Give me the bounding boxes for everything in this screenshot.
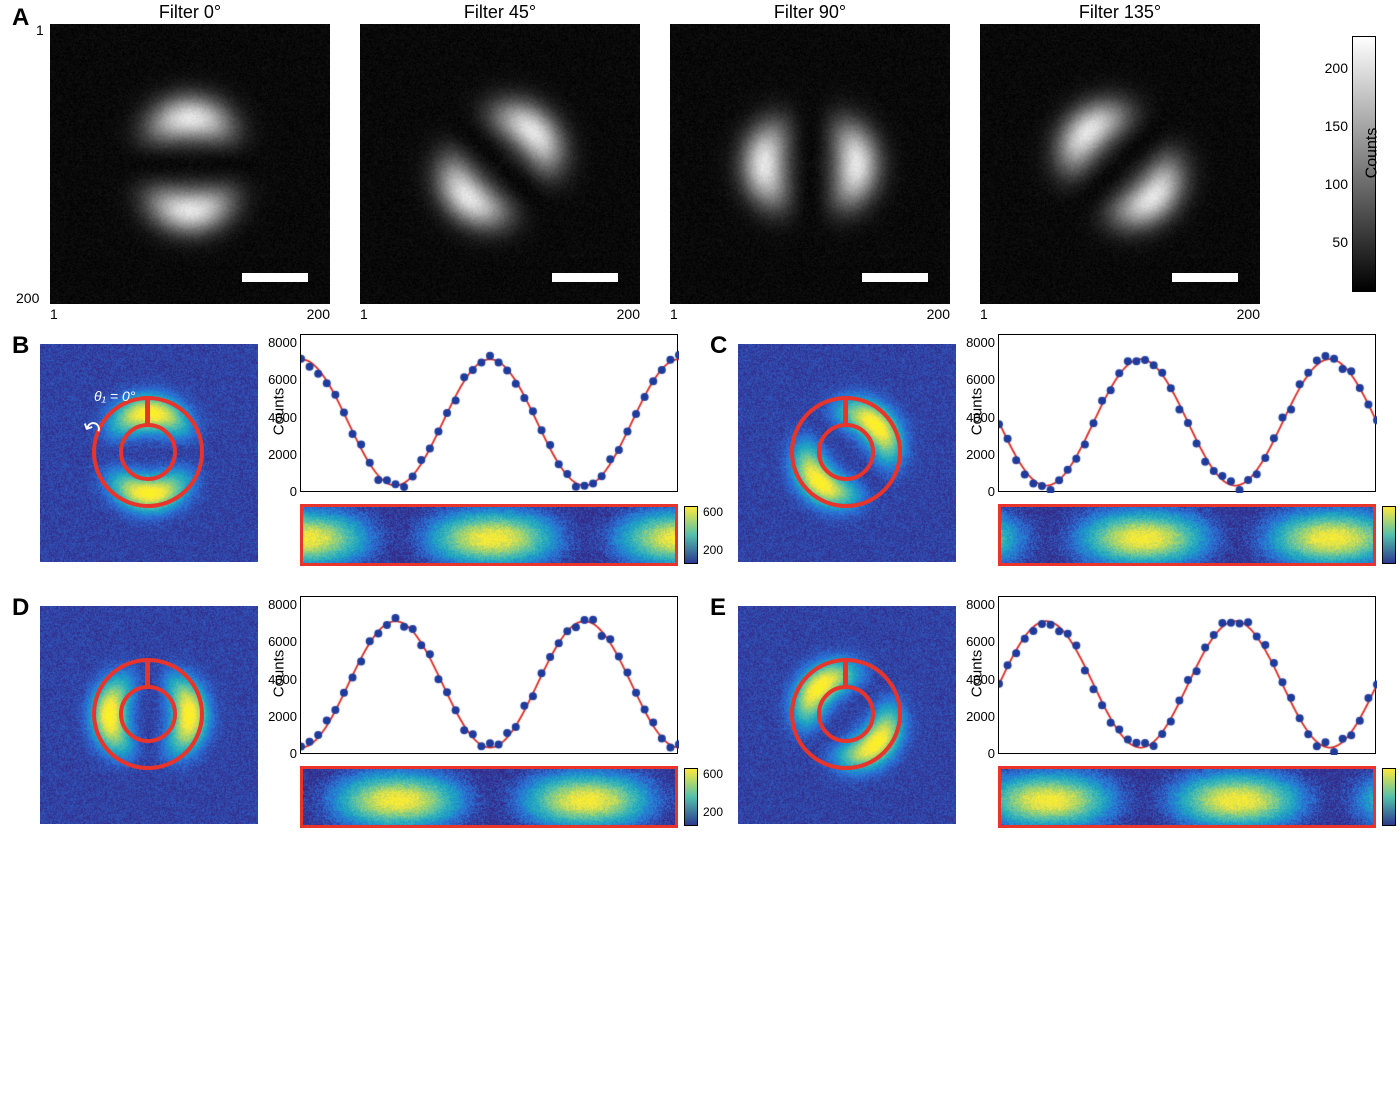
ytick: 0 xyxy=(259,484,297,499)
line-canvas xyxy=(999,335,1377,493)
heatmap-colorbar: 600 200 xyxy=(1382,768,1396,826)
ytick: 6000 xyxy=(957,634,995,649)
counts-vs-angle-plot: Counts 02000400060008000 xyxy=(998,596,1376,754)
ytick: 8000 xyxy=(259,335,297,350)
ring-image xyxy=(670,24,950,304)
panel-A-90deg: Filter 90° 1 200 xyxy=(670,24,950,304)
xtick: 200 xyxy=(617,306,640,322)
ytick: 0 xyxy=(957,484,995,499)
ytick: 4000 xyxy=(259,410,297,425)
ytick: 8000 xyxy=(259,597,297,612)
xtick: 1 xyxy=(670,306,678,322)
ytick: 1 xyxy=(36,22,44,38)
counts-vs-angle-plot: Counts 02000400060008000 xyxy=(300,596,678,754)
unwrapped-heatmap: Radius 34 18 090180270360 Angle θ₁ xyxy=(300,504,678,566)
line-canvas xyxy=(301,597,679,755)
ytick: 2000 xyxy=(957,709,995,724)
panel-B: B θ₁ = 0° ↶ 1 200 200 Counts 02000400060… xyxy=(18,334,698,586)
ring-image xyxy=(980,24,1260,304)
panel-D-label: D xyxy=(12,594,29,622)
ring-image xyxy=(360,24,640,304)
row-DE: D 1 200 200 Counts 02000400060008000 Rad… xyxy=(18,596,1382,848)
heatmap-canvas xyxy=(1001,769,1376,828)
cbar-tick: 150 xyxy=(1325,118,1348,134)
scale-bar xyxy=(1172,273,1238,282)
annulus-image: 1 200 200 xyxy=(738,606,956,824)
heatmap-colorbar: 600 200 xyxy=(684,506,698,564)
heatmap-colorbar: 600 200 xyxy=(1382,506,1396,564)
theta-zero-label: θ₁ = 0° xyxy=(94,388,135,404)
annulus-image: θ₁ = 0° ↶ 1 200 200 xyxy=(40,344,258,562)
line-canvas xyxy=(301,335,679,493)
xtick: 1 xyxy=(980,306,988,322)
ytick: 2000 xyxy=(259,447,297,462)
unwrapped-heatmap: Radius 34 18 090180270360 Angle θ₁ xyxy=(998,504,1376,566)
annulus-image: 1 200 200 xyxy=(738,344,956,562)
ring-image xyxy=(50,24,330,304)
ytick: 6000 xyxy=(259,372,297,387)
counts-vs-angle-plot: Counts 02000400060008000 xyxy=(300,334,678,492)
panel-D: D 1 200 200 Counts 02000400060008000 Rad… xyxy=(18,596,698,848)
xtick: 200 xyxy=(1237,306,1260,322)
ytick: 0 xyxy=(259,746,297,761)
cbar-tick: 200 xyxy=(1325,60,1348,76)
panel-A-label: A xyxy=(12,4,29,32)
ytick: 4000 xyxy=(957,410,995,425)
scale-bar xyxy=(862,273,928,282)
xtick: 1 xyxy=(50,306,58,322)
panel-C-label: C xyxy=(710,332,727,360)
ytick: 2000 xyxy=(259,709,297,724)
annulus-image: 1 200 200 xyxy=(40,606,258,824)
ytick: 6000 xyxy=(259,634,297,649)
ytick: 8000 xyxy=(957,335,995,350)
panel-A-0deg: Filter 0° 1 200 1 200 xyxy=(50,24,330,304)
scale-bar xyxy=(242,273,308,282)
line-canvas xyxy=(999,597,1377,755)
row-BC: B θ₁ = 0° ↶ 1 200 200 Counts 02000400060… xyxy=(18,334,1382,586)
panel-A-title-90: Filter 90° xyxy=(670,2,950,23)
cbar-tick: 100 xyxy=(1325,176,1348,192)
row-A: A Filter 0° 1 200 1 200 Filter 45° 1 200… xyxy=(18,6,1382,306)
annulus-spoke xyxy=(145,660,150,686)
scale-bar xyxy=(552,273,618,282)
annulus-spoke xyxy=(843,660,848,686)
panel-A-title-0: Filter 0° xyxy=(50,2,330,23)
heatmap-canvas xyxy=(303,769,678,828)
ytick: 6000 xyxy=(957,372,995,387)
heatmap-colorbar: 600 200 xyxy=(684,768,698,826)
xtick: 1 xyxy=(360,306,368,322)
annulus-inner xyxy=(817,423,875,481)
ytick: 2000 xyxy=(957,447,995,462)
cbar-tick: 50 xyxy=(1332,234,1348,250)
panel-A-title-135: Filter 135° xyxy=(980,2,1260,23)
figure-root: A Filter 0° 1 200 1 200 Filter 45° 1 200… xyxy=(0,0,1400,1112)
annulus-inner xyxy=(119,685,177,743)
counts-colorbar-label: Counts xyxy=(1364,128,1382,179)
unwrapped-heatmap: Radius 34 18 090180270360 Angle θ₁ xyxy=(300,766,678,828)
ytick: 4000 xyxy=(957,672,995,687)
panel-E-label: E xyxy=(710,594,726,622)
panel-B-label: B xyxy=(12,332,29,360)
heatmap-canvas xyxy=(303,507,678,566)
panel-E: E 1 200 200 Counts 02000400060008000 Rad… xyxy=(716,596,1396,848)
annulus-inner xyxy=(817,685,875,743)
annulus-spoke xyxy=(843,398,848,424)
counts-vs-angle-plot: Counts 02000400060008000 xyxy=(998,334,1376,492)
panel-A-135deg: Filter 135° 1 200 xyxy=(980,24,1260,304)
annulus-inner xyxy=(119,423,177,481)
panel-C: C 1 200 200 Counts 02000400060008000 Rad… xyxy=(716,334,1396,586)
annulus-spoke xyxy=(145,398,150,424)
ytick: 4000 xyxy=(259,672,297,687)
ytick: 0 xyxy=(957,746,995,761)
panel-A-title-45: Filter 45° xyxy=(360,2,640,23)
ytick: 200 xyxy=(16,290,39,306)
heatmap-canvas xyxy=(1001,507,1376,566)
panel-A-45deg: Filter 45° 1 200 xyxy=(360,24,640,304)
ytick: 8000 xyxy=(957,597,995,612)
xtick: 200 xyxy=(307,306,330,322)
unwrapped-heatmap: Radius 34 18 090180270360 Angle θ₁ xyxy=(998,766,1376,828)
xtick: 200 xyxy=(927,306,950,322)
